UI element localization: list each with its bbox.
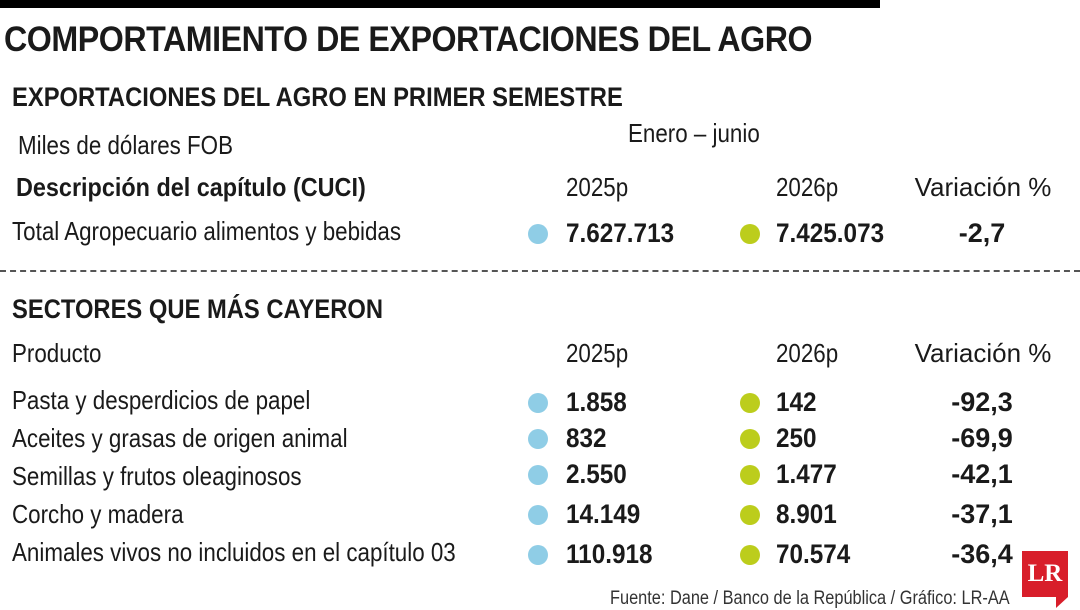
sector-value-2025: 1.858 — [566, 387, 627, 417]
dot-2026 — [740, 393, 760, 413]
unit-label: Miles de dólares FOB — [18, 130, 233, 160]
dot-2025-total — [528, 224, 548, 244]
total-value-2026: 7.425.073 — [776, 218, 885, 248]
dot-2026-total — [740, 224, 760, 244]
sector-label: Corcho y madera — [12, 499, 184, 529]
sector-value-2025: 832 — [566, 423, 607, 453]
dot-2025 — [528, 545, 548, 565]
sector-label: Aceites y grasas de origen animal — [12, 423, 348, 453]
period-label: Enero – junio — [628, 118, 760, 148]
total-value-2025: 7.627.713 — [566, 218, 675, 248]
sector-label: Pasta y desperdicios de papel — [12, 385, 311, 415]
section-heading-sectores: SECTORES QUE MÁS CAYERON — [12, 294, 384, 324]
sector-variation: -69,9 — [951, 423, 1013, 453]
lr-logo-tail — [1056, 597, 1068, 608]
source-note: Fuente: Dane / Banco de la República / G… — [610, 588, 1010, 609]
sector-variation: -36,4 — [951, 539, 1013, 569]
sector-value-2025: 110.918 — [566, 539, 653, 569]
dot-2025 — [528, 505, 548, 525]
sector-value-2025: 2.550 — [566, 459, 627, 489]
dot-2025 — [528, 393, 548, 413]
dot-2025 — [528, 429, 548, 449]
sector-value-2025: 14.149 — [566, 499, 641, 529]
sector-value-2026: 142 — [776, 387, 817, 417]
column-header-2025-sectores: 2025p — [566, 338, 629, 368]
sector-value-2026: 8.901 — [776, 499, 837, 529]
section-heading-primer-semestre: EXPORTACIONES DEL AGRO EN PRIMER SEMESTR… — [12, 82, 623, 112]
dot-2026 — [740, 505, 760, 525]
description-column-header: Descripción del capítulo (CUCI) — [16, 172, 366, 202]
top-rule — [0, 0, 880, 8]
sector-value-2026: 250 — [776, 423, 817, 453]
dot-2026 — [740, 465, 760, 485]
sector-label: Semillas y frutos oleaginosos — [12, 461, 302, 491]
page-title: COMPORTAMIENTO DE EXPORTACIONES DEL AGRO — [4, 20, 813, 59]
sector-variation: -92,3 — [951, 387, 1013, 417]
total-variation: -2,7 — [958, 218, 1006, 248]
sector-label: Animales vivos no incluidos en el capítu… — [12, 537, 456, 567]
dot-2025 — [528, 465, 548, 485]
lr-logo-text: LR — [1027, 560, 1063, 587]
dot-2026 — [740, 429, 760, 449]
section-divider — [0, 270, 1080, 272]
column-header-variacion: Variación % — [914, 172, 1052, 202]
column-header-2026: 2026p — [776, 172, 839, 202]
sector-variation: -37,1 — [951, 499, 1013, 529]
product-column-header: Producto — [12, 338, 102, 368]
column-header-2025: 2025p — [566, 172, 629, 202]
column-header-2026-sectores: 2026p — [776, 338, 839, 368]
lr-logo: LR — [1022, 551, 1068, 597]
sector-variation: -42,1 — [951, 459, 1013, 489]
total-row-label: Total Agropecuario alimentos y bebidas — [12, 216, 402, 246]
column-header-variacion-sectores: Variación % — [914, 338, 1052, 368]
sector-value-2026: 1.477 — [776, 459, 837, 489]
dot-2026 — [740, 545, 760, 565]
sector-value-2026: 70.574 — [776, 539, 851, 569]
